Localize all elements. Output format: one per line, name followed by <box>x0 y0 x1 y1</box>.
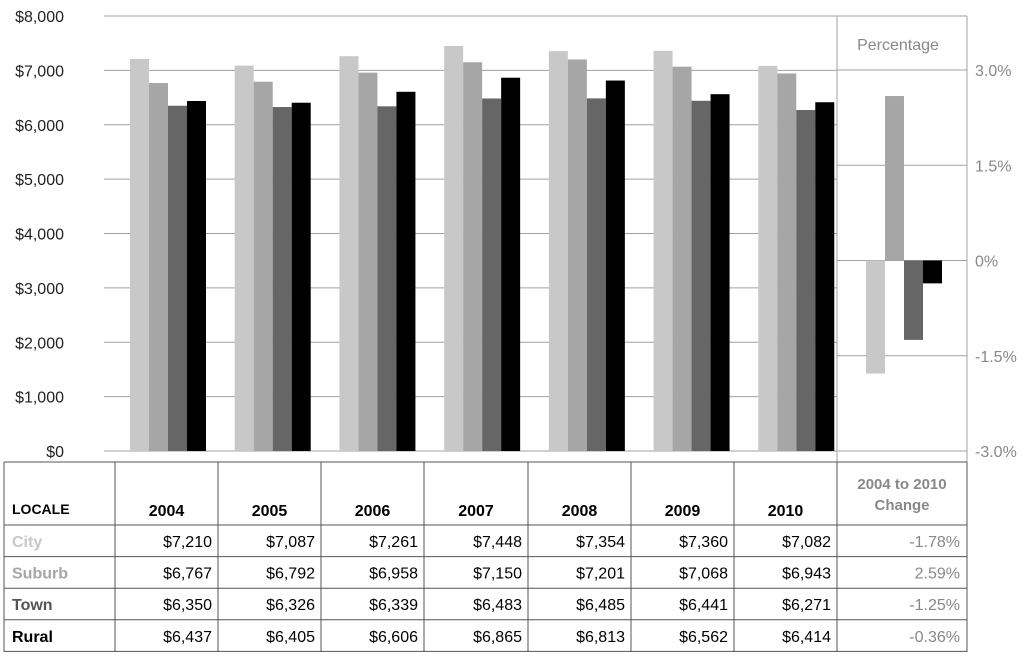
table-cell: $6,441 <box>679 597 728 614</box>
bar-town-2010 <box>796 110 816 451</box>
bar-town-2008 <box>586 98 606 452</box>
bar-city-2009 <box>653 50 673 452</box>
table-cell: $7,150 <box>473 566 522 583</box>
table-cell: $6,813 <box>576 629 625 646</box>
bar-city-2006 <box>339 56 359 451</box>
bar-city-2007 <box>444 46 464 451</box>
table-cell: $6,414 <box>782 629 831 646</box>
bar-city-2008 <box>548 51 568 451</box>
table-change-cell: -0.36% <box>909 629 960 646</box>
bar-city-2005 <box>234 65 254 451</box>
y-tick-label: $6,000 <box>15 118 64 135</box>
table-cell: $6,326 <box>266 597 315 614</box>
bar-suburb-2004 <box>149 83 168 451</box>
table-cell: $6,943 <box>782 566 831 583</box>
bar-suburb-2006 <box>358 72 378 451</box>
table-row-label: City <box>12 534 42 551</box>
table-change-cell: -1.78% <box>909 534 960 551</box>
table-cell: $7,082 <box>782 534 831 551</box>
table-cell: $6,405 <box>266 629 315 646</box>
table-header-year: 2009 <box>665 503 701 520</box>
bar-suburb-2009 <box>672 66 692 452</box>
bar-town-2006 <box>377 106 397 452</box>
percentage-title: Percentage <box>857 37 939 54</box>
table-cell: $7,448 <box>473 534 522 551</box>
table-cell: $6,606 <box>369 629 418 646</box>
table-cell: $7,087 <box>266 534 315 551</box>
table-cell: $6,271 <box>782 597 831 614</box>
pct-bar-town <box>904 260 923 340</box>
bar-town-2007 <box>482 98 502 451</box>
table-cell: $6,483 <box>473 597 522 614</box>
percentage-tick-label: 3.0% <box>975 63 1011 80</box>
table-cell: $6,339 <box>369 597 418 614</box>
table-header-change-line2: Change <box>874 497 929 514</box>
data-table: LOCALE 2004 2005 2006 2007 2008 2009 2010 2004 t… <box>3 461 968 652</box>
table-header-year: 2008 <box>562 503 598 520</box>
table-cell: $7,210 <box>163 534 212 551</box>
y-tick-label: $0 <box>46 444 64 461</box>
table-header-year: 2004 <box>149 503 185 520</box>
table-cell: $7,360 <box>679 534 728 551</box>
table-cell: $6,958 <box>369 566 418 583</box>
table-cell: $7,201 <box>576 566 625 583</box>
table-header-year: 2007 <box>458 503 494 520</box>
table-cell: $6,865 <box>473 629 522 646</box>
table-header-year: 2010 <box>768 503 804 520</box>
bar-rural-2010 <box>815 102 835 452</box>
y-tick-label: $8,000 <box>15 9 64 26</box>
table-header-year: 2006 <box>355 503 391 520</box>
table-cell: $6,485 <box>576 597 625 614</box>
percentage-tick-label: -3.0% <box>975 444 1017 461</box>
bar-rural-2008 <box>605 80 625 451</box>
bar-rural-2009 <box>710 94 730 451</box>
table-row-label: Rural <box>12 629 53 646</box>
y-tick-label: $5,000 <box>15 172 64 189</box>
table-cell: $7,261 <box>369 534 418 551</box>
bar-suburb-2005 <box>253 81 273 451</box>
percentage-tick-label: 1.5% <box>975 158 1011 175</box>
bar-city-2004 <box>130 58 149 452</box>
y-tick-label: $1,000 <box>15 390 64 407</box>
table-change-cell: 2.59% <box>915 566 960 583</box>
bar-town-2009 <box>691 100 711 451</box>
y-tick-label: $3,000 <box>15 281 64 298</box>
table-row-label: Town <box>12 597 53 614</box>
table-cell: $6,350 <box>163 597 212 614</box>
bar-town-2004 <box>168 105 187 451</box>
bar-town-2005 <box>272 107 292 452</box>
y-axis-ticks: $0 $1,000 $2,000 $3,000 $4,000 $5,000 $6,000 $7… <box>15 9 64 461</box>
percentage-tick-label: -1.5% <box>975 349 1017 366</box>
table-header-locale: LOCALE <box>12 501 70 517</box>
table-header-year: 2005 <box>252 503 288 520</box>
percentage-panel: Percentage 3.0% 1.5% 0% -1.5% -3.0% <box>836 15 1017 462</box>
bar-marks <box>130 46 835 452</box>
bar-rural-2004 <box>187 100 206 451</box>
y-tick-label: $7,000 <box>15 63 64 80</box>
percentage-tick-label: 0% <box>975 254 998 271</box>
bar-suburb-2008 <box>567 59 587 452</box>
table-cell: $6,437 <box>163 629 212 646</box>
table-cell: $6,562 <box>679 629 728 646</box>
bar-city-2010 <box>758 65 778 451</box>
y-tick-label: $4,000 <box>15 227 64 244</box>
table-cell: $6,792 <box>266 566 315 583</box>
bar-rural-2007 <box>501 77 521 451</box>
table-row-label: Suburb <box>12 566 68 583</box>
bar-rural-2005 <box>291 102 311 452</box>
bar-suburb-2007 <box>463 62 483 451</box>
table-cell: $6,767 <box>163 566 212 583</box>
pct-bar-rural <box>923 260 942 284</box>
pct-bar-suburb <box>885 96 904 261</box>
table-header-change-line1: 2004 to 2010 <box>857 476 946 493</box>
pct-bar-city <box>866 260 885 374</box>
table-cell: $7,068 <box>679 566 728 583</box>
y-tick-label: $2,000 <box>15 335 64 352</box>
table-cell: $7,354 <box>576 534 625 551</box>
table-change-cell: -1.25% <box>909 597 960 614</box>
bar-suburb-2010 <box>777 73 797 452</box>
bar-rural-2006 <box>396 91 416 451</box>
